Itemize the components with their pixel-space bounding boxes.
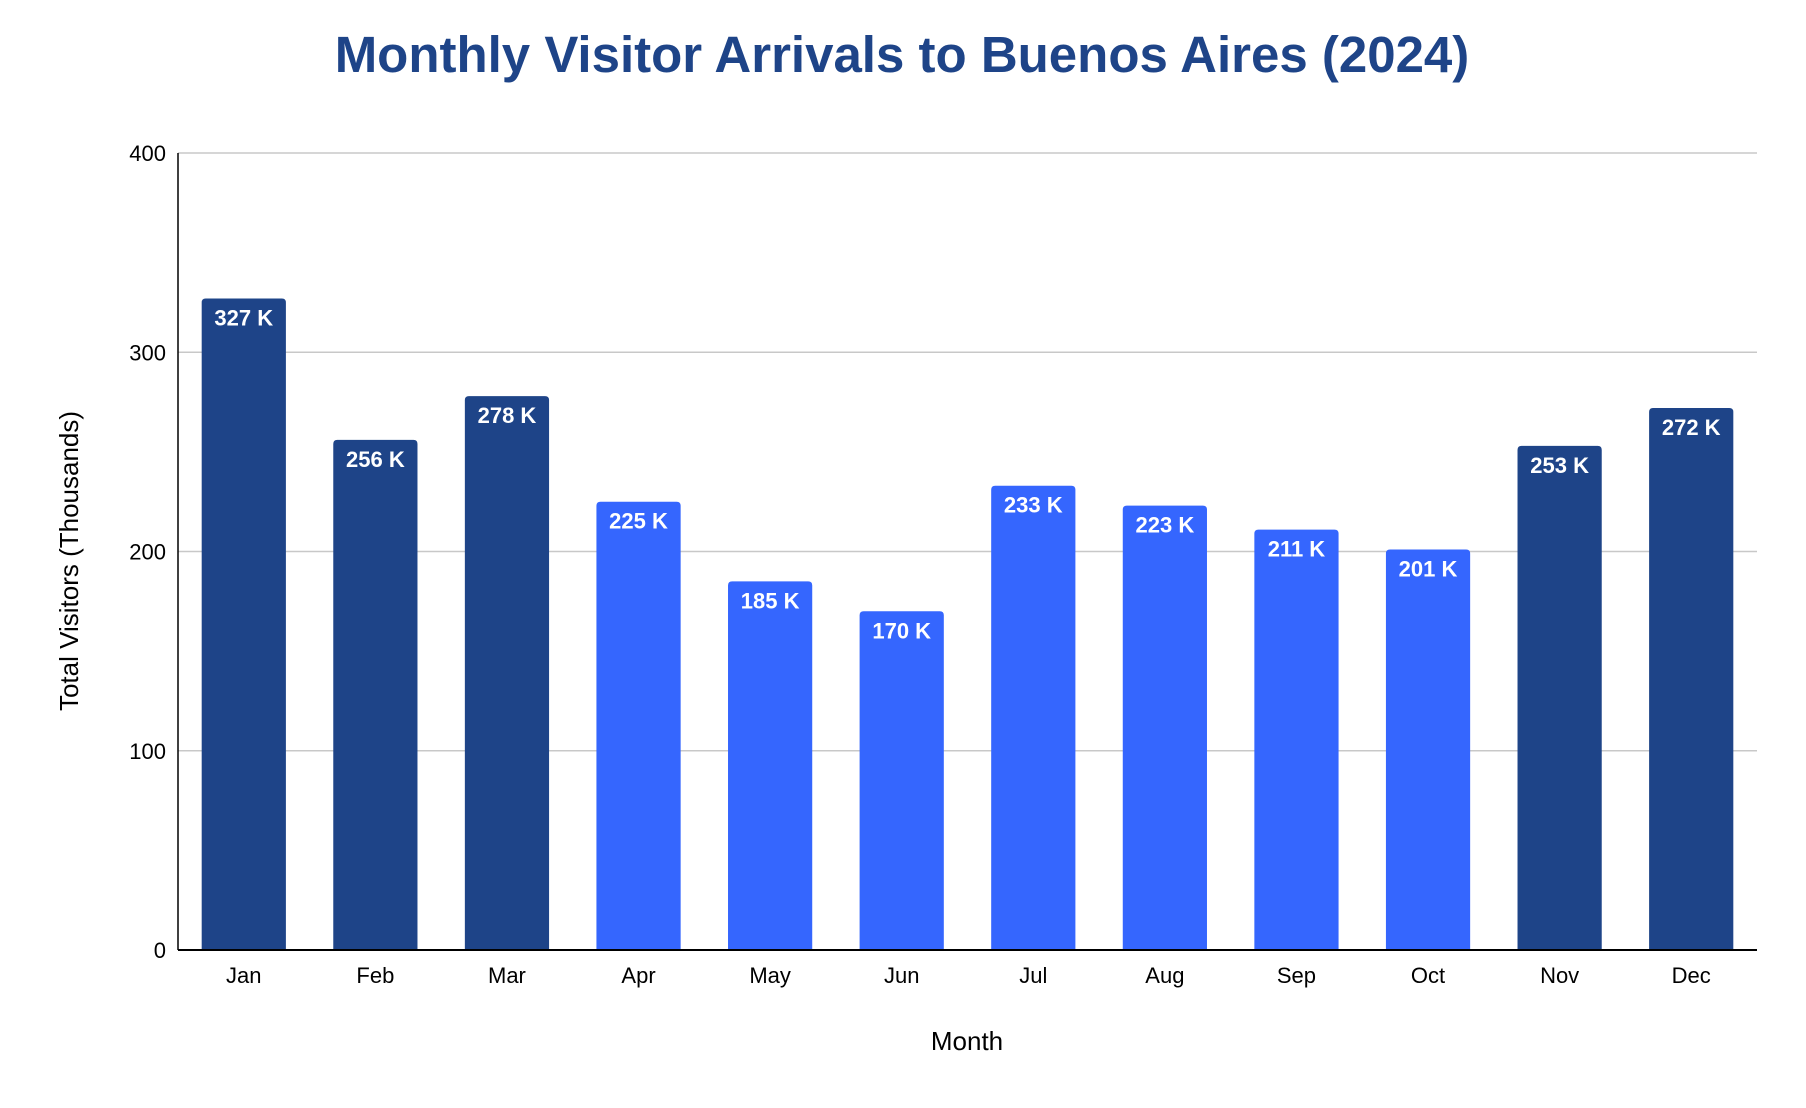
x-tick-label: Dec xyxy=(1672,963,1711,988)
x-tick-label: Feb xyxy=(356,963,394,988)
y-tick-label: 300 xyxy=(129,340,166,365)
x-tick-label: Nov xyxy=(1540,963,1579,988)
x-tick-label: Jun xyxy=(884,963,919,988)
bar-mar xyxy=(464,396,550,951)
bar-data-label: 278 K xyxy=(478,403,537,428)
bar-data-label: 233 K xyxy=(1004,493,1063,518)
bar-apr xyxy=(596,501,681,950)
x-tick-label: Aug xyxy=(1145,963,1184,988)
bar-data-label: 256 K xyxy=(346,447,405,472)
x-tick-label: Sep xyxy=(1277,963,1316,988)
bar-data-label: 327 K xyxy=(214,305,273,330)
x-tick-label: May xyxy=(749,963,791,988)
x-tick-label: Jan xyxy=(226,963,261,988)
bar-data-label: 225 K xyxy=(609,509,668,534)
x-tick-label: Apr xyxy=(621,963,655,988)
bar-data-label: 223 K xyxy=(1136,513,1195,538)
y-tick-label: 0 xyxy=(154,938,166,963)
x-axis-ticks: Jan Feb Mar Apr May Jun Jul Aug Sep Oct Nov Dec xyxy=(226,963,1711,988)
bar-data-label: 272 K xyxy=(1662,415,1721,440)
bar-jun xyxy=(859,611,944,950)
bar-data-label: 170 K xyxy=(872,618,931,643)
bar-feb xyxy=(333,439,418,950)
bar-data-label: 185 K xyxy=(741,588,800,613)
x-tick-label: Mar xyxy=(488,963,526,988)
y-axis-label: Total Visitors (Thousands) xyxy=(54,411,84,711)
y-tick-label: 400 xyxy=(129,141,166,166)
bar-data-label: 211 K xyxy=(1268,537,1326,562)
bar-jan xyxy=(201,298,286,950)
chart-title: Monthly Visitor Arrivals to Buenos Aires… xyxy=(335,26,1470,83)
y-tick-label: 200 xyxy=(129,540,166,565)
y-axis-ticks: 0 100 200 300 400 xyxy=(129,141,166,963)
bar-sep xyxy=(1254,529,1339,950)
bar-aug xyxy=(1122,505,1207,950)
bar-nov xyxy=(1517,445,1602,950)
gridlines xyxy=(178,152,1757,752)
x-tick-label: Oct xyxy=(1411,963,1445,988)
x-axis-label: Month xyxy=(931,1026,1003,1056)
bar-dec xyxy=(1649,408,1734,950)
x-tick-label: Jul xyxy=(1019,963,1047,988)
bar-oct xyxy=(1385,549,1471,950)
bar-data-label: 201 K xyxy=(1399,557,1458,582)
bar-jul xyxy=(991,485,1076,950)
y-tick-label: 100 xyxy=(129,739,166,764)
bar-data-labels: 327 K 256 K 278 K 225 K 185 K 170 K 233 K 223 K… xyxy=(214,305,1720,643)
bar-data-label: 253 K xyxy=(1530,453,1589,478)
bars xyxy=(201,298,1734,951)
bar-may xyxy=(728,581,813,950)
